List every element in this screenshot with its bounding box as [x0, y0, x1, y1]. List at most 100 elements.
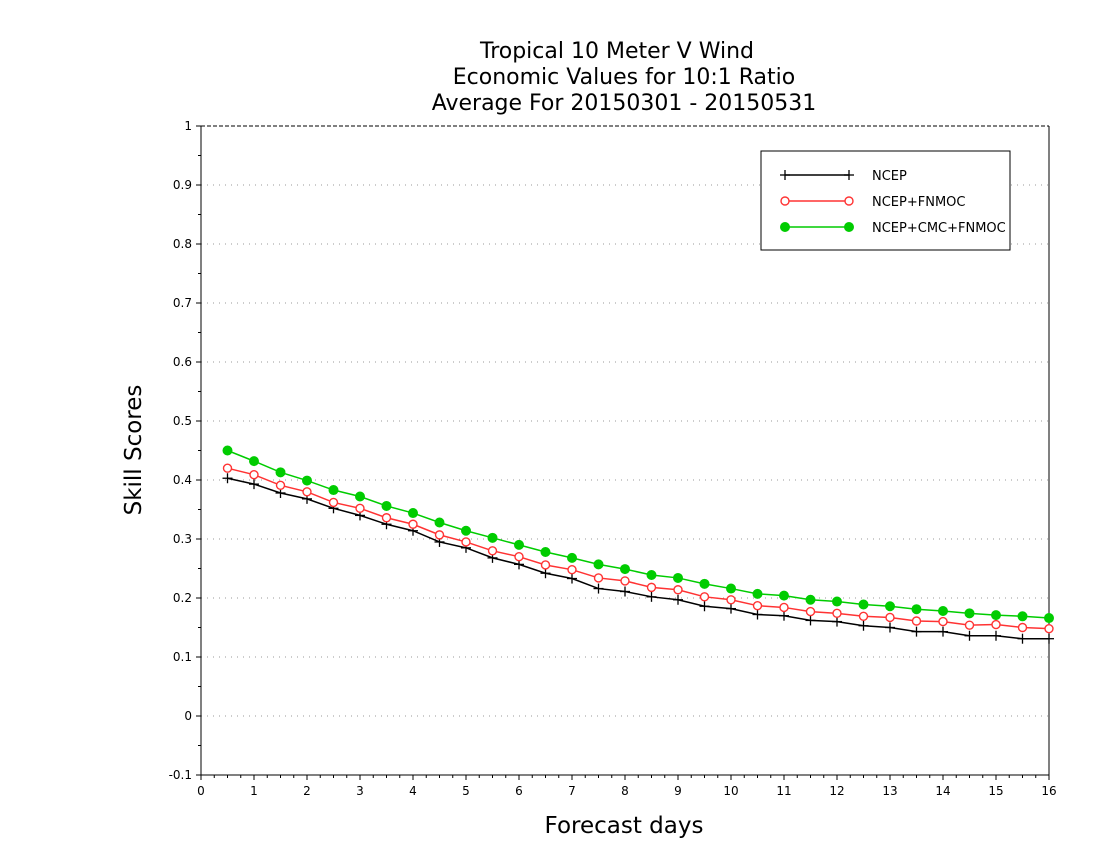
- x-tick-label: 15: [988, 784, 1003, 798]
- series-line: [227, 477, 1049, 640]
- data-point: [646, 591, 657, 602]
- data-point: [752, 600, 763, 611]
- data-point: [567, 564, 577, 575]
- data-point: [832, 608, 842, 619]
- x-tick-label: 9: [674, 784, 682, 798]
- data-point: [673, 594, 683, 605]
- chart-title-line-1: Tropical 10 Meter V Wind: [479, 39, 754, 64]
- x-tick-label: 1: [250, 784, 258, 798]
- data-point: [646, 569, 657, 580]
- x-tick-label: 5: [462, 784, 470, 798]
- data-point: [567, 573, 577, 584]
- data-point: [249, 469, 259, 480]
- y-tick-label: 0.9: [173, 178, 192, 192]
- x-tick-label: 10: [723, 784, 738, 798]
- legend-label: NCEP: [872, 169, 907, 184]
- legend-marker: [844, 196, 854, 206]
- data-point: [328, 485, 339, 496]
- data-point: [673, 585, 683, 595]
- data-point: [911, 626, 922, 637]
- data-point: [991, 610, 1001, 621]
- legend-marker: [780, 170, 790, 180]
- data-point: [779, 590, 789, 601]
- data-point: [673, 572, 683, 583]
- data-point: [355, 491, 365, 502]
- data-point: [620, 564, 630, 575]
- data-point: [593, 559, 604, 570]
- data-point: [381, 513, 392, 523]
- data-point: [858, 611, 869, 621]
- series-2: [222, 445, 1054, 624]
- data-point: [567, 552, 577, 563]
- data-point: [461, 525, 471, 536]
- legend-marker: [844, 170, 854, 180]
- y-tick-label: 0.1: [173, 650, 192, 664]
- data-point: [858, 599, 869, 610]
- y-tick-label: 0.3: [173, 532, 192, 546]
- data-series: [222, 445, 1054, 644]
- y-tick-label: 0.6: [173, 355, 192, 369]
- x-axis-title: Forecast days: [545, 813, 704, 839]
- x-tick-label: 3: [356, 784, 364, 798]
- data-point: [1017, 622, 1028, 633]
- data-point: [911, 616, 922, 626]
- data-point: [302, 475, 312, 486]
- y-tick-label: 0: [184, 709, 192, 723]
- data-point: [858, 620, 869, 631]
- data-point: [540, 568, 551, 579]
- data-point: [964, 608, 975, 619]
- data-point: [620, 576, 630, 586]
- gridlines: [201, 184, 1049, 717]
- data-point: [249, 479, 259, 490]
- data-point: [752, 588, 763, 599]
- data-point: [699, 578, 710, 589]
- data-point: [699, 592, 710, 602]
- data-point: [249, 456, 259, 467]
- data-point: [699, 601, 710, 612]
- x-axis-ticks: 0 1 2 3 4 5 6 7 8 9 10 11 12 13 14 15 16: [197, 775, 1057, 798]
- y-tick-label: -0.1: [169, 768, 192, 782]
- data-point: [885, 601, 895, 612]
- data-point: [1017, 611, 1028, 622]
- data-point: [222, 473, 233, 484]
- data-point: [381, 500, 392, 511]
- data-point: [514, 552, 524, 562]
- x-tick-label: 14: [935, 784, 950, 798]
- legend-entry-0: NCEP: [780, 169, 907, 184]
- data-point: [434, 530, 445, 540]
- x-tick-label: 0: [197, 784, 205, 798]
- data-point: [779, 602, 789, 613]
- data-point: [991, 619, 1001, 630]
- y-tick-label: 0.7: [173, 296, 192, 310]
- x-tick-label: 13: [882, 784, 897, 798]
- legend-entry-1: NCEP+FNMOC: [780, 195, 965, 210]
- data-point: [938, 605, 948, 616]
- data-point: [620, 586, 630, 597]
- y-tick-label: 0.5: [173, 414, 192, 428]
- legend-entry-2: NCEP+CMC+FNMOC: [780, 221, 1006, 236]
- data-point: [885, 622, 895, 633]
- data-point: [991, 630, 1001, 641]
- data-point: [726, 583, 736, 594]
- data-point: [275, 480, 286, 491]
- data-point: [540, 546, 551, 557]
- x-tick-label: 4: [409, 784, 417, 798]
- data-point: [1044, 623, 1054, 634]
- data-point: [779, 610, 789, 621]
- x-tick-label: 6: [515, 784, 523, 798]
- data-point: [593, 583, 604, 594]
- series-0: [222, 473, 1054, 644]
- series-line: [227, 467, 1050, 630]
- data-point: [805, 606, 816, 617]
- data-point: [408, 519, 418, 529]
- data-point: [832, 596, 842, 607]
- legend-label: NCEP+CMC+FNMOC: [872, 221, 1006, 236]
- data-point: [593, 573, 604, 583]
- x-tick-label: 2: [303, 784, 311, 798]
- data-point: [408, 508, 418, 519]
- y-axis-ticks: -0.1 0 0.1 0.2 0.3 0.4 0.5 0.6 0.7 0.8 0.9 1: [169, 119, 201, 782]
- data-point: [1044, 633, 1054, 644]
- data-point: [805, 594, 816, 605]
- data-point: [1044, 613, 1054, 624]
